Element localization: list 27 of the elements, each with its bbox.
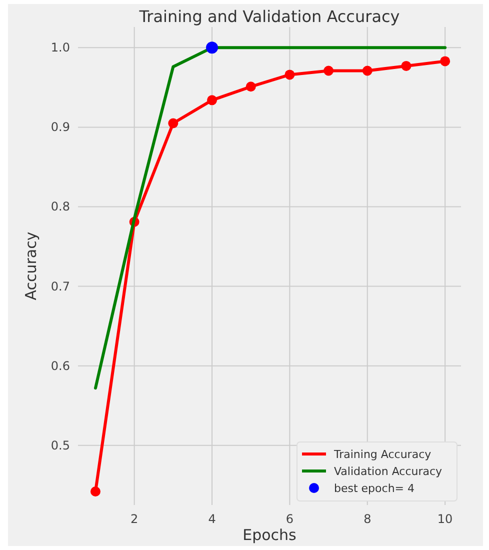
legend-label: Validation Accuracy [334, 465, 443, 478]
point [168, 118, 178, 128]
point [207, 95, 218, 106]
x-tick-label: 10 [437, 512, 453, 526]
y-tick-label: 0.7 [50, 279, 70, 294]
point [246, 82, 256, 92]
chart-title: Training and Validation Accuracy [138, 7, 400, 26]
x-tick-label: 6 [286, 512, 294, 526]
y-axis-title: Accuracy [22, 232, 40, 300]
legend-label: Training Accuracy [333, 448, 432, 461]
y-tick-label: 0.9 [50, 120, 70, 134]
x-tick-label: 4 [208, 512, 216, 526]
y-tick-label: 0.6 [50, 358, 70, 373]
x-axis-title: Epochs [242, 526, 297, 544]
y-tick-label: 0.8 [50, 200, 70, 214]
x-tick-label: 8 [364, 512, 372, 526]
point [206, 42, 218, 54]
y-tick-label: 0.5 [50, 438, 70, 452]
point [90, 486, 100, 496]
point [284, 70, 295, 80]
y-tick-label: 1.0 [50, 40, 70, 55]
point [401, 60, 412, 71]
point [362, 66, 372, 76]
point [440, 56, 450, 66]
x-tick-label: 2 [130, 512, 138, 526]
point [324, 66, 334, 76]
legend-label: best epoch= 4 [334, 482, 415, 495]
